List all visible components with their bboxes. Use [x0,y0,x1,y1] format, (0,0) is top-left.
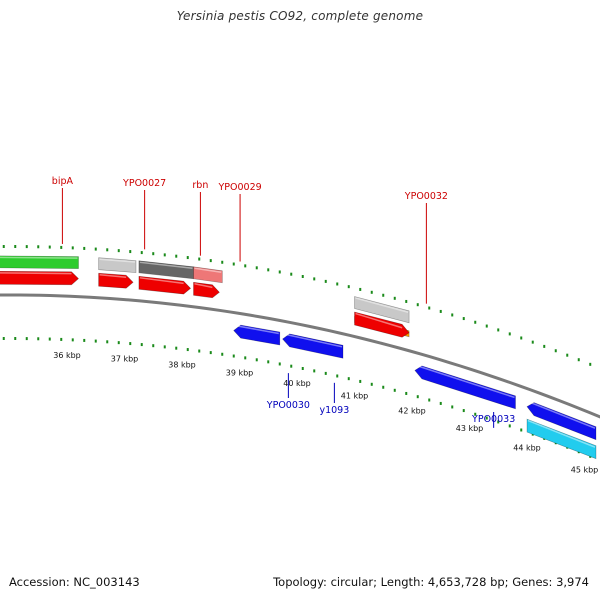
outer-feature [0,255,79,269]
forward-gene-label: bipA [52,176,74,187]
feature-tracks [0,255,597,460]
scale-label: 36 kbp [53,351,81,360]
reverse-gene-label: y1093 [319,405,349,416]
reverse-gene [233,324,281,346]
forward-gene [98,272,134,289]
accession-text: Accession: NC_003143 [9,575,140,589]
forward-gene-label: YPO0029 [217,182,261,193]
reverse-gene [282,333,344,359]
forward-gene-label: YPO0032 [404,191,448,202]
reverse-gene-label: YPO0030 [266,400,310,411]
map-title: Yersinia pestis CO92, complete genome [176,9,424,23]
scale-label: 44 kbp [513,444,541,453]
forward-gene-highlight [0,272,72,275]
scale-label: 41 kbp [341,392,369,401]
outer-feature-highlight [139,261,193,270]
scale-label: 45 kbp [571,466,599,475]
scale-label: 37 kbp [111,355,139,364]
reverse-gene-highlight [415,364,515,399]
forward-gene-highlight [355,312,403,329]
scale-label: 38 kbp [168,360,196,369]
outer-feature [354,296,410,324]
forward-gene [0,271,79,286]
forward-gene-label: rbn [192,180,208,191]
outer-feature-highlight [0,256,78,259]
outer-feature [98,257,137,273]
reverse-outer-feature [526,418,597,460]
forward-gene [354,311,410,338]
forward-gene-highlight [194,283,213,289]
scale-labels: 36 kbp 37 kbp 38 kbp 39 kbp 40 kbp 41 kbp 42 k… [53,351,598,474]
reverse-gene-label: YPO0033 [471,414,515,425]
reverse-outer-feature-highlight [527,419,596,448]
reverse-gene [414,365,516,410]
outer-feature-highlight [99,258,136,263]
outer-feature-highlight [355,297,409,313]
reverse-gene [526,402,597,441]
genome-summary-text: Topology: circular; Length: 4,653,728 bp… [273,575,589,589]
scale-label: 43 kbp [456,424,484,433]
backbone-line [0,293,600,419]
forward-gene [193,281,220,299]
reverse-gene-highlight [527,400,596,429]
forward-gene [138,275,192,295]
scale-label: 40 kbp [283,379,311,388]
outer-feature [193,266,223,284]
forward-gene-highlight [99,274,127,279]
outer-feature-highlight [194,267,222,274]
forward-gene-label: YPO0027 [122,178,166,189]
genome-backbone [0,293,600,419]
gene-labels: bipA YPO0027 rbn YPO0029 YPO0032 YPO0030 y1093… [52,176,515,428]
forward-gene-highlight [139,277,184,285]
scale-label: 39 kbp [226,368,254,377]
reverse-gene-highlight [234,324,279,335]
reverse-gene-highlight [283,333,343,348]
outer-ticks [2,245,592,366]
scale-label: 42 kbp [398,407,426,416]
